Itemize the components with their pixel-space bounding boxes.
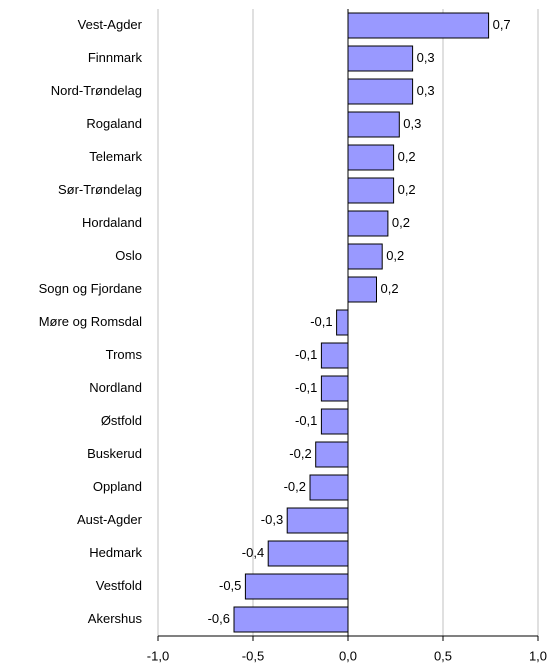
bar xyxy=(347,111,400,138)
bar xyxy=(320,342,349,369)
value-label: 0,7 xyxy=(493,17,511,32)
bar xyxy=(347,144,395,171)
bar xyxy=(286,507,349,534)
value-label: -0,1 xyxy=(295,380,317,395)
bar xyxy=(347,177,395,204)
y-tick-label: Sogn og Fjordane xyxy=(39,281,142,296)
bar xyxy=(320,375,349,402)
y-tick-label: Akershus xyxy=(88,611,143,626)
y-tick-label: Buskerud xyxy=(87,446,142,461)
y-tick-label: Møre og Romsdal xyxy=(39,314,142,329)
y-tick-label: Nord-Trøndelag xyxy=(51,83,142,98)
x-tick-label: 1,0 xyxy=(529,648,547,663)
y-tick-label: Telemark xyxy=(89,149,142,164)
value-label: 0,2 xyxy=(381,281,399,296)
y-tick-label: Vestfold xyxy=(96,578,142,593)
y-tick-label: Sør-Trøndelag xyxy=(58,182,142,197)
y-tick-label: Hedmark xyxy=(89,545,142,560)
x-tick-label: -1,0 xyxy=(147,648,169,663)
y-tick-label: Vest-Agder xyxy=(78,17,143,32)
y-tick-label: Finnmark xyxy=(88,50,143,65)
bar xyxy=(347,12,490,39)
y-tick-label: Oppland xyxy=(93,479,142,494)
bar xyxy=(320,408,349,435)
value-label: 0,3 xyxy=(417,83,435,98)
y-tick-label: Aust-Agder xyxy=(77,512,143,527)
value-label: -0,1 xyxy=(295,413,317,428)
bar xyxy=(309,474,349,501)
bar xyxy=(315,441,349,468)
value-label: -0,3 xyxy=(261,512,283,527)
value-label: 0,2 xyxy=(398,149,416,164)
bar xyxy=(347,78,414,105)
x-tick-label: -0,5 xyxy=(242,648,264,663)
y-tick-label: Østfold xyxy=(101,413,142,428)
value-label: 0,2 xyxy=(386,248,404,263)
bar xyxy=(336,309,349,336)
bar xyxy=(347,243,383,270)
x-tick-label: 0,5 xyxy=(434,648,452,663)
y-tick-label: Troms xyxy=(106,347,143,362)
value-label: -0,5 xyxy=(219,578,241,593)
bar xyxy=(267,540,349,567)
bar xyxy=(347,45,414,72)
value-label: 0,2 xyxy=(398,182,416,197)
value-label: -0,1 xyxy=(310,314,332,329)
bar xyxy=(244,573,349,600)
value-label: 0,2 xyxy=(392,215,410,230)
bar xyxy=(233,606,349,633)
value-label: 0,3 xyxy=(403,116,421,131)
y-tick-label: Oslo xyxy=(115,248,142,263)
value-label: -0,2 xyxy=(289,446,311,461)
y-tick-label: Rogaland xyxy=(86,116,142,131)
bar xyxy=(347,276,377,303)
value-label: 0,3 xyxy=(417,50,435,65)
value-label: -0,6 xyxy=(208,611,230,626)
x-tick-label: 0,0 xyxy=(339,648,357,663)
value-label: -0,4 xyxy=(242,545,264,560)
bar xyxy=(347,210,389,237)
y-tick-label: Hordaland xyxy=(82,215,142,230)
value-label: -0,1 xyxy=(295,347,317,362)
y-tick-label: Nordland xyxy=(89,380,142,395)
value-label: -0,2 xyxy=(284,479,306,494)
